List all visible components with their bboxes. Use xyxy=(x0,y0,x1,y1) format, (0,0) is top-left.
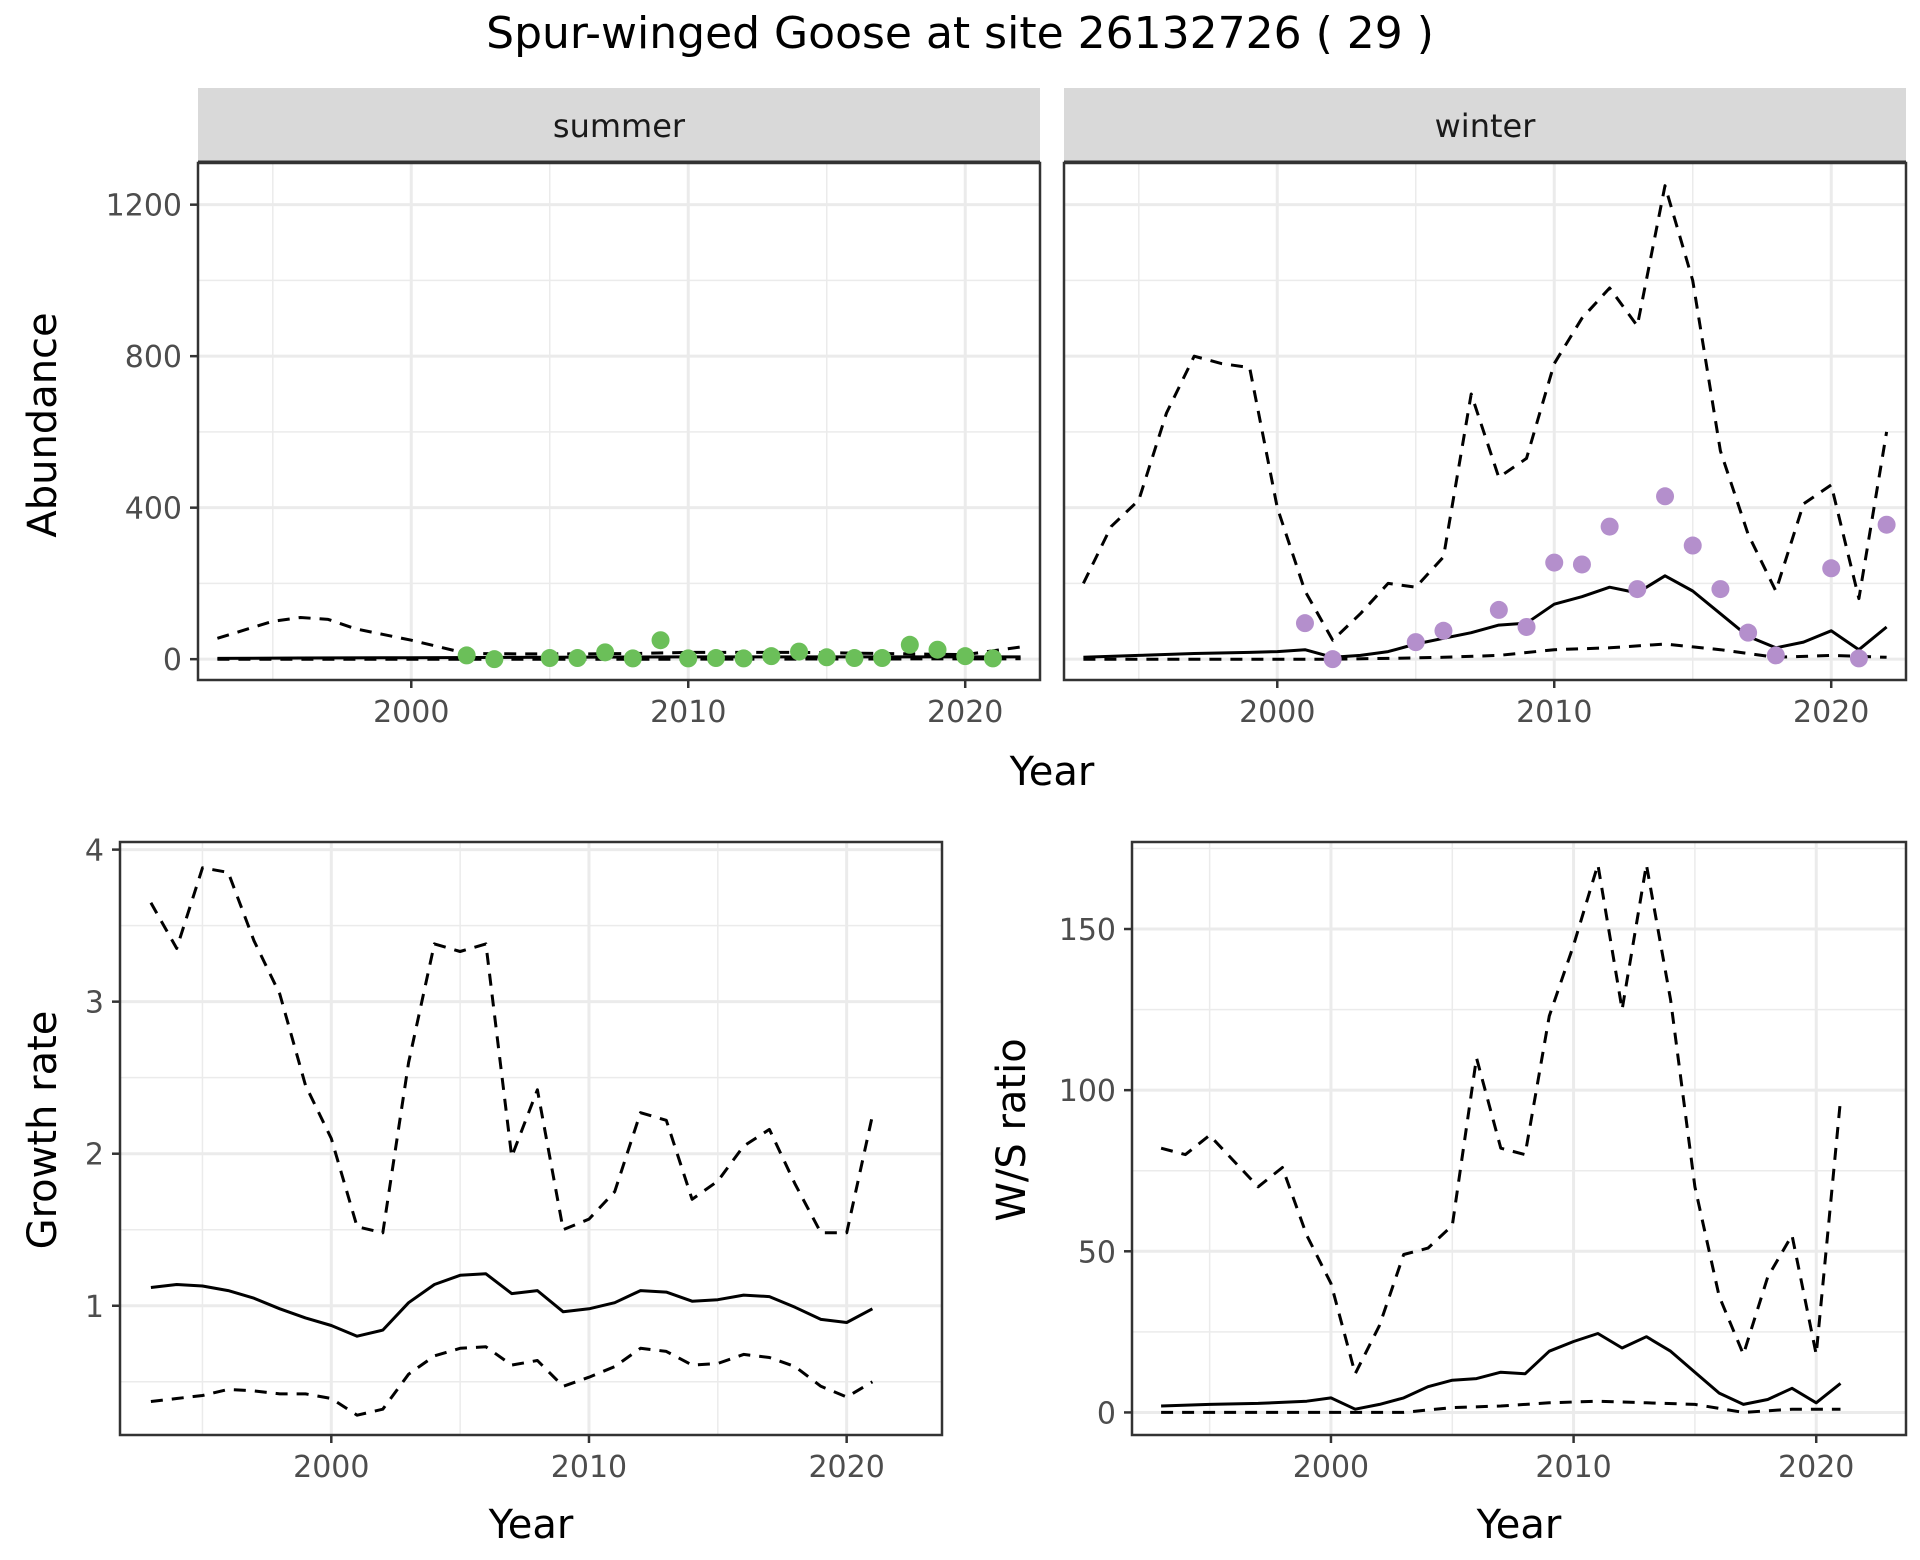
ws-ratio-panel: 0 50 100 150 2000 2010 2020 xyxy=(1059,840,1908,1485)
summer-y-tick-label: 400 xyxy=(125,492,182,527)
growth-x-tick-label: 2020 xyxy=(808,1450,884,1485)
ws-lower-ci-line xyxy=(1161,1399,1841,1414)
abundance-summer-panel: 0 400 800 1200 2000 2010 2020 xyxy=(106,161,1042,730)
ws-y-tick-label: 150 xyxy=(1059,913,1116,948)
ws-y-tick-label: 50 xyxy=(1078,1235,1116,1270)
growth-fit-line xyxy=(150,1272,874,1338)
summer-y-tick-label: 0 xyxy=(163,643,182,678)
winter-data-point xyxy=(1877,515,1896,534)
summer-data-point xyxy=(596,643,615,662)
ws-y-tick-label: 0 xyxy=(1097,1396,1116,1431)
summer-data-point xyxy=(457,646,476,665)
ws-x-axis-title: Year xyxy=(1476,1502,1562,1548)
growth-x-tick-label: 2000 xyxy=(293,1450,369,1485)
summer-data-point xyxy=(900,635,919,654)
summer-x-tick-label: 2010 xyxy=(650,695,726,730)
growth-plot-background xyxy=(120,842,942,1435)
facet-strip-winter: winter xyxy=(1064,88,1906,164)
winter-data-point xyxy=(1766,646,1785,665)
summer-y-tick-label: 1200 xyxy=(106,189,182,224)
summer-data-point xyxy=(845,649,864,668)
winter-panel-border xyxy=(1062,161,1908,682)
summer-plot-background xyxy=(198,163,1040,680)
winter-data-point xyxy=(1517,617,1536,636)
winter-data-point xyxy=(1656,487,1675,506)
summer-data-point xyxy=(983,649,1002,668)
winter-data-point xyxy=(1849,649,1868,668)
growth-rate-panel: 1 2 3 4 2000 2010 2020 xyxy=(85,834,944,1485)
summer-data-point xyxy=(540,649,559,668)
summer-data-point xyxy=(485,650,504,669)
summer-data-point xyxy=(651,631,670,650)
summer-data-point xyxy=(706,649,725,668)
ws-y-axis-title: W/S ratio xyxy=(989,1038,1035,1221)
winter-data-point xyxy=(1600,517,1619,536)
ws-x-tick-label: 2020 xyxy=(1778,1450,1854,1485)
abundance-winter-panel: 2000 2010 2020 xyxy=(1062,161,1908,730)
winter-data-point xyxy=(1739,623,1758,642)
ws-fit-line xyxy=(1161,1332,1842,1411)
ws-y-tick-label: 100 xyxy=(1059,1074,1116,1109)
growth-upper-ci-line xyxy=(149,866,874,1235)
growth-y-tick-label: 1 xyxy=(85,1290,104,1325)
summer-data-point xyxy=(956,647,975,666)
winter-data-point xyxy=(1323,650,1342,669)
winter-data-point xyxy=(1406,633,1425,652)
growth-y-axis-title: Growth rate xyxy=(20,1011,66,1250)
summer-data-point xyxy=(734,649,753,668)
chart-title: Spur-winged Goose at site 26132726 ( 29 … xyxy=(486,8,1434,59)
ws-x-tick-label: 2000 xyxy=(1293,1450,1369,1485)
summer-data-point xyxy=(762,647,781,666)
growth-panel-border xyxy=(118,840,944,1437)
growth-y-tick-label: 3 xyxy=(85,986,104,1021)
summer-data-point xyxy=(817,648,836,667)
ws-panel-border xyxy=(1130,840,1908,1437)
abundance-y-axis-title: Abundance xyxy=(20,312,66,537)
winter-x-tick-label: 2010 xyxy=(1516,695,1592,730)
winter-plot-background xyxy=(1064,163,1906,680)
winter-x-tick-label: 2000 xyxy=(1239,695,1315,730)
winter-data-point xyxy=(1489,600,1508,619)
abundance-x-axis-title: Year xyxy=(1009,749,1095,795)
ws-upper-ci-line xyxy=(1160,863,1842,1376)
ws-x-tick-label: 2010 xyxy=(1535,1450,1611,1485)
facet-label-summer: summer xyxy=(553,107,686,145)
winter-data-point xyxy=(1295,614,1314,633)
winter-upper-ci-line xyxy=(1082,184,1889,642)
winter-data-point xyxy=(1628,580,1647,599)
summer-x-tick-label: 2000 xyxy=(373,695,449,730)
growth-y-tick-label: 4 xyxy=(85,834,104,869)
facet-label-winter: winter xyxy=(1435,107,1537,145)
summer-fit-line xyxy=(217,655,1021,660)
summer-data-point xyxy=(623,649,642,668)
winter-data-point xyxy=(1545,553,1564,572)
growth-x-tick-label: 2010 xyxy=(551,1450,627,1485)
winter-data-point xyxy=(1434,621,1453,640)
winter-data-point xyxy=(1683,536,1702,555)
summer-data-point xyxy=(679,649,698,668)
facet-strip-summer: summer xyxy=(198,88,1040,164)
winter-data-point xyxy=(1572,555,1591,574)
summer-data-point xyxy=(790,642,809,661)
summer-data-point xyxy=(928,640,947,659)
winter-data-point xyxy=(1822,559,1841,578)
winter-data-point xyxy=(1711,580,1730,599)
summer-data-point xyxy=(568,649,587,668)
growth-x-axis-title: Year xyxy=(488,1502,574,1548)
growth-y-tick-label: 2 xyxy=(85,1138,104,1173)
ws-plot-background xyxy=(1132,842,1906,1435)
summer-panel-border xyxy=(196,161,1042,682)
summer-data-point xyxy=(873,649,892,668)
summer-x-tick-label: 2020 xyxy=(927,695,1003,730)
winter-x-tick-label: 2020 xyxy=(1793,695,1869,730)
summer-y-tick-label: 800 xyxy=(125,340,182,375)
